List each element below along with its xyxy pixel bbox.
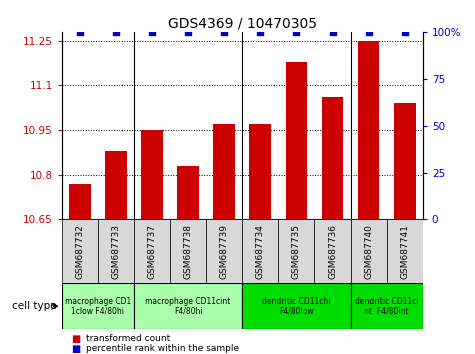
Title: GDS4369 / 10470305: GDS4369 / 10470305 (168, 17, 317, 31)
Point (76, 29, 84, 35)
Text: GSM687738: GSM687738 (184, 224, 192, 279)
Bar (249, 124, 271, 219)
Text: GSM687734: GSM687734 (256, 224, 265, 279)
Bar (285, 62, 307, 219)
Bar (322, 97, 343, 219)
Bar (278, 219, 314, 283)
Point (365, 29, 372, 35)
Bar (206, 219, 242, 283)
Bar (69, 184, 91, 219)
Bar (213, 124, 235, 219)
Text: GSM687733: GSM687733 (112, 224, 120, 279)
Point (148, 29, 156, 35)
Text: macrophage CD11cint
F4/80hi: macrophage CD11cint F4/80hi (145, 297, 231, 316)
Bar (105, 151, 127, 219)
Text: dendritic CD11chi
F4/80low: dendritic CD11chi F4/80low (262, 297, 331, 316)
Point (401, 29, 408, 35)
Bar (134, 219, 170, 283)
Text: GSM687737: GSM687737 (148, 224, 156, 279)
Text: dendritic CD11ci
nt  F4/80int: dendritic CD11ci nt F4/80int (355, 297, 418, 316)
Bar (177, 166, 199, 219)
Bar (351, 283, 423, 329)
Point (256, 29, 264, 35)
Text: ■: ■ (71, 334, 80, 344)
Bar (394, 103, 416, 219)
Point (329, 29, 336, 35)
Text: GSM687732: GSM687732 (76, 224, 84, 279)
Bar (242, 219, 278, 283)
Bar (387, 219, 423, 283)
Bar (314, 219, 351, 283)
Point (220, 29, 228, 35)
Text: GSM687739: GSM687739 (220, 224, 228, 279)
Point (112, 29, 120, 35)
Bar (141, 130, 163, 219)
Text: GSM687736: GSM687736 (328, 224, 337, 279)
Bar (62, 219, 98, 283)
Bar (170, 219, 206, 283)
Bar (98, 219, 134, 283)
Text: macrophage CD1
1clow F4/80hi: macrophage CD1 1clow F4/80hi (65, 297, 131, 316)
Bar (134, 283, 242, 329)
Text: GSM687735: GSM687735 (292, 224, 301, 279)
Text: GSM687741: GSM687741 (400, 224, 409, 279)
Bar (242, 283, 351, 329)
Point (184, 29, 192, 35)
Bar (62, 283, 134, 329)
Text: ■: ■ (71, 344, 80, 354)
Bar (358, 41, 380, 219)
Text: percentile rank within the sample: percentile rank within the sample (86, 344, 238, 353)
Point (293, 29, 300, 35)
Text: GSM687740: GSM687740 (364, 224, 373, 279)
Text: cell type: cell type (12, 301, 57, 311)
Bar (351, 219, 387, 283)
Text: transformed count: transformed count (86, 334, 170, 343)
